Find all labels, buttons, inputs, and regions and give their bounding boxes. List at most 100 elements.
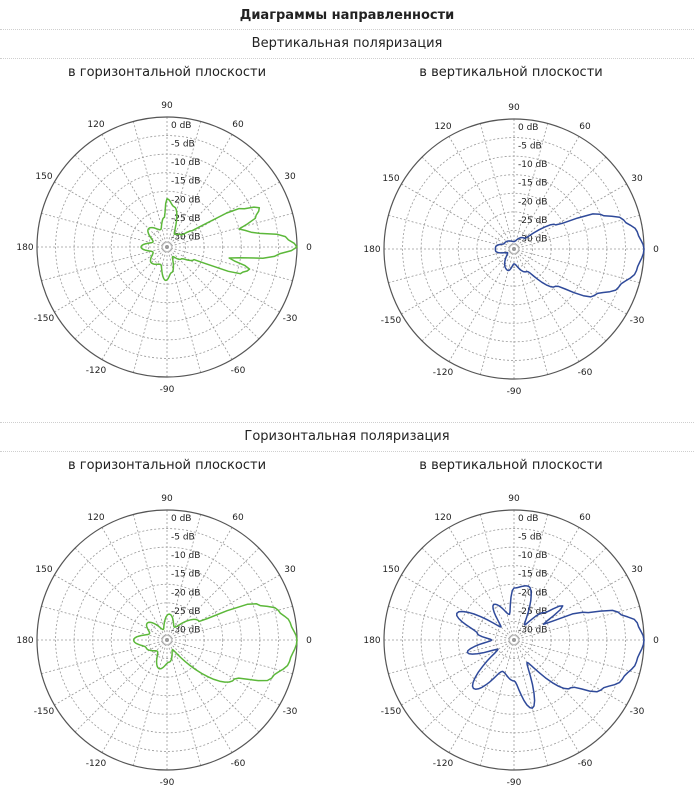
grid-spoke bbox=[401, 248, 515, 315]
grid-spoke bbox=[54, 181, 168, 248]
angle-tick-label: -60 bbox=[578, 368, 593, 378]
grid-spoke bbox=[166, 639, 202, 766]
radial-tick-label: -20 dB bbox=[518, 197, 547, 207]
grid-spoke bbox=[421, 639, 515, 733]
divider bbox=[0, 451, 694, 452]
grid-spoke bbox=[166, 527, 233, 641]
radial-tick-label: -25 dB bbox=[171, 214, 200, 224]
grid-spoke bbox=[166, 246, 233, 360]
angle-tick-label: -90 bbox=[160, 385, 175, 395]
divider bbox=[0, 29, 694, 30]
grid-spoke bbox=[388, 639, 515, 675]
angle-tick-label: 30 bbox=[284, 565, 296, 575]
angle-tick-label: 90 bbox=[508, 494, 520, 504]
radial-tick-label: -5 dB bbox=[518, 533, 542, 543]
angle-tick-label: 150 bbox=[35, 172, 52, 182]
angle-tick-label: 90 bbox=[161, 494, 173, 504]
angle-tick-label: 150 bbox=[35, 565, 52, 575]
grid-spoke bbox=[166, 605, 293, 641]
angle-tick-label: -120 bbox=[86, 366, 107, 376]
grid-spoke bbox=[74, 154, 168, 248]
angle-tick-label: -90 bbox=[507, 778, 522, 788]
grid-spoke bbox=[166, 547, 260, 641]
angle-tick-label: 90 bbox=[161, 101, 173, 111]
radial-tick-label: 0 dB bbox=[518, 123, 538, 133]
grid-spoke bbox=[166, 246, 293, 282]
grid-spoke bbox=[448, 639, 515, 753]
radial-tick-label: -25 dB bbox=[171, 607, 200, 617]
grid-spoke bbox=[513, 136, 580, 250]
angle-tick-label: 60 bbox=[579, 513, 591, 523]
angle-tick-label: -90 bbox=[507, 387, 522, 397]
grid-circle bbox=[439, 174, 589, 324]
angle-tick-label: -120 bbox=[433, 368, 454, 378]
grid-spoke bbox=[388, 214, 515, 250]
page-title: Диаграммы направленности bbox=[239, 8, 455, 23]
grid-spoke bbox=[401, 183, 515, 250]
grid-circle bbox=[402, 528, 626, 752]
grid-spoke bbox=[448, 248, 515, 362]
grid-circle bbox=[495, 621, 533, 659]
radial-tick-label: -20 dB bbox=[518, 588, 547, 598]
grid-spoke bbox=[101, 527, 168, 641]
angle-tick-label: 180 bbox=[16, 243, 33, 253]
radial-tick-label: -25 dB bbox=[518, 216, 547, 226]
angle-tick-label: 60 bbox=[579, 122, 591, 132]
angle-tick-label: -30 bbox=[630, 316, 645, 326]
chart-subtitle: в вертикальной плоскости bbox=[419, 458, 603, 473]
grid-spoke bbox=[166, 639, 233, 753]
radial-tick-label: -30 dB bbox=[518, 625, 547, 635]
radial-tick-label: -20 dB bbox=[171, 588, 200, 598]
radial-tick-label: -10 dB bbox=[518, 551, 547, 561]
grid-spoke bbox=[166, 121, 202, 248]
grid-spoke bbox=[166, 212, 293, 248]
grid-spoke bbox=[448, 136, 515, 250]
grid-spoke bbox=[479, 514, 515, 641]
angle-tick-label: -150 bbox=[381, 316, 402, 326]
grid-spoke bbox=[421, 248, 515, 342]
angle-tick-label: 180 bbox=[363, 636, 380, 646]
grid-spoke bbox=[401, 639, 515, 706]
grid-spoke bbox=[74, 547, 168, 641]
grid-spoke bbox=[448, 527, 515, 641]
grid-spoke bbox=[401, 574, 515, 641]
chart-subtitle: в горизонтальной плоскости bbox=[67, 458, 267, 473]
angle-tick-label: 180 bbox=[16, 636, 33, 646]
grid-circle bbox=[92, 565, 242, 715]
grid-spoke bbox=[513, 248, 607, 342]
radial-tick-label: -5 dB bbox=[171, 533, 195, 543]
radiation-pattern-line bbox=[132, 603, 298, 683]
angle-tick-label: -150 bbox=[34, 707, 55, 717]
angle-tick-label: 60 bbox=[232, 120, 244, 130]
radial-tick-label: 0 dB bbox=[171, 514, 191, 524]
grid-spoke bbox=[513, 639, 640, 675]
grid-circle bbox=[110, 583, 224, 697]
grid-spoke bbox=[513, 639, 580, 753]
grid-spoke bbox=[513, 574, 627, 641]
radial-tick-label: -10 dB bbox=[171, 551, 200, 561]
angle-tick-label: 0 bbox=[306, 243, 312, 253]
angle-tick-label: -60 bbox=[578, 759, 593, 769]
radial-tick-label: -20 dB bbox=[171, 195, 200, 205]
grid-spoke bbox=[513, 183, 627, 250]
grid-spoke bbox=[513, 248, 627, 315]
radial-tick-label: -30 dB bbox=[171, 625, 200, 635]
grid-spoke bbox=[132, 514, 168, 641]
angle-tick-label: 120 bbox=[434, 122, 451, 132]
angle-tick-label: -90 bbox=[160, 778, 175, 788]
radial-tick-label: 0 dB bbox=[171, 121, 191, 131]
grid-spoke bbox=[166, 134, 233, 248]
grid-spoke bbox=[166, 639, 293, 675]
angle-tick-label: -30 bbox=[283, 707, 298, 717]
grid-spoke bbox=[132, 639, 168, 766]
grid-spoke bbox=[101, 246, 168, 360]
angle-tick-label: 30 bbox=[631, 174, 643, 184]
chart-subtitle: в горизонтальной плоскости bbox=[67, 65, 267, 80]
grid-spoke bbox=[41, 212, 168, 248]
angle-tick-label: 120 bbox=[87, 120, 104, 130]
radial-tick-label: -30 dB bbox=[171, 232, 200, 242]
grid-circle bbox=[457, 583, 571, 697]
grid-circle bbox=[55, 528, 279, 752]
radiation-pattern-line bbox=[494, 213, 645, 298]
